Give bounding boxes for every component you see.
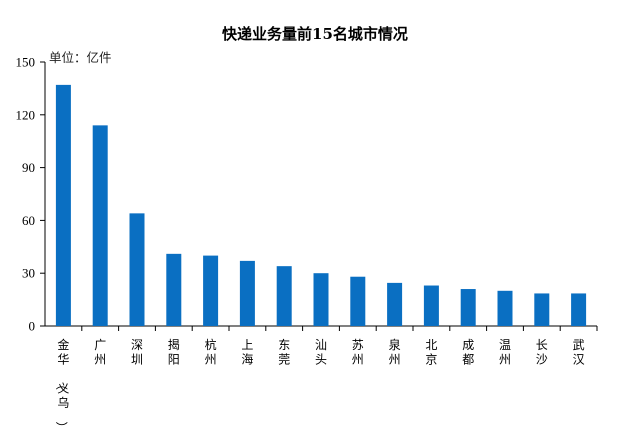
bar — [460, 289, 476, 326]
x-tick-label: 武汉 — [573, 338, 585, 367]
bar — [423, 285, 439, 326]
bar — [239, 260, 255, 326]
y-tick-label: 150 — [16, 55, 36, 70]
y-tick-label: 30 — [22, 266, 35, 281]
x-tick-label: 深圳 — [131, 338, 143, 367]
bar — [55, 84, 71, 326]
x-tick-label: 杭州 — [205, 337, 217, 367]
chart-title: 快递业务量前15名城市情况 — [222, 25, 408, 43]
x-tick-label: 温州 — [499, 338, 511, 367]
y-axis-ticks: 0 30 60 90 120 150 — [16, 55, 45, 334]
x-tick-label: 泉州 — [389, 338, 401, 367]
x-tick-label: 成都 — [462, 338, 474, 367]
y-tick-label: 120 — [16, 107, 36, 122]
y-tick-label: 60 — [22, 213, 35, 228]
unit-label: 单位：亿件 — [49, 50, 112, 65]
bar — [534, 293, 550, 326]
x-tick-label: 广州 — [94, 338, 106, 367]
bar — [92, 125, 108, 326]
bar — [129, 213, 145, 326]
bar — [313, 273, 329, 326]
bar — [571, 293, 587, 326]
bar — [497, 290, 513, 326]
x-tick-label: 东莞 — [278, 338, 290, 367]
bar — [276, 266, 292, 326]
bars — [55, 84, 587, 326]
x-tick-label: 揭阳 — [168, 337, 180, 367]
x-tick-label: 金华（义乌） — [54, 337, 69, 432]
x-tick-label: 长沙 — [536, 338, 548, 367]
bar — [203, 255, 219, 326]
bar — [350, 276, 366, 326]
bar — [387, 282, 403, 326]
x-tick-label: 上海 — [241, 338, 253, 367]
y-tick-label: 0 — [29, 319, 36, 334]
y-tick-label: 90 — [22, 160, 35, 175]
x-tick-label: 苏州 — [352, 338, 364, 367]
x-tick-label: 汕头 — [315, 338, 327, 367]
bar — [166, 253, 182, 326]
x-tick-label: 北京 — [425, 338, 437, 367]
